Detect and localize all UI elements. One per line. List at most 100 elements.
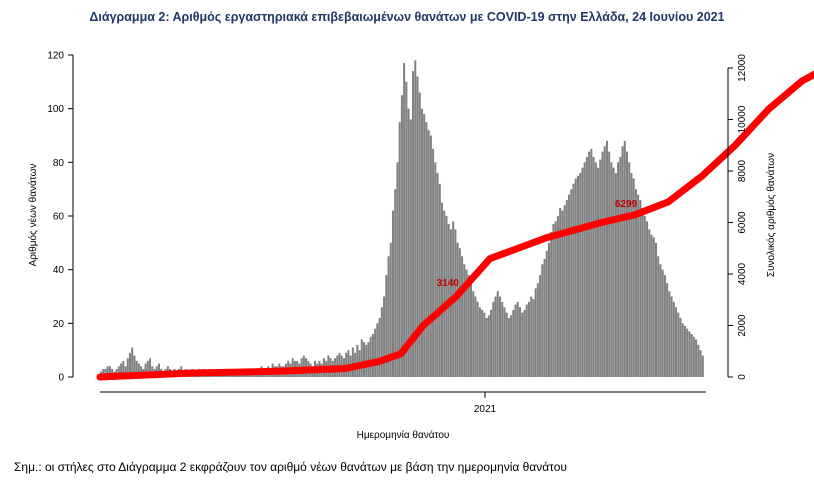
footnote: Σημ.: οι στήλες στο Διάγραμμα 2 εκφράζου… — [14, 460, 567, 474]
daily-bar — [681, 323, 684, 377]
daily-bar — [630, 173, 633, 377]
daily-bar — [565, 199, 568, 377]
daily-bar — [157, 363, 160, 377]
daily-bar — [416, 76, 419, 377]
daily-bar — [601, 151, 604, 377]
daily-bar — [677, 312, 680, 377]
daily-bar — [391, 210, 394, 377]
daily-bar — [122, 360, 125, 377]
daily-bar — [498, 296, 501, 377]
daily-bar — [104, 368, 107, 377]
right-y-tick-label: 2000 — [737, 314, 748, 337]
daily-bar — [545, 250, 548, 377]
daily-bar — [414, 60, 417, 378]
daily-bar — [605, 140, 608, 377]
right-y-tick-label: 6000 — [737, 211, 748, 234]
daily-bar — [516, 301, 519, 377]
daily-bar — [614, 173, 617, 377]
daily-bar — [583, 162, 586, 377]
daily-bar — [699, 350, 702, 377]
daily-bar — [128, 352, 131, 377]
daily-bar — [302, 355, 305, 377]
daily-bar — [461, 256, 464, 377]
daily-bar — [559, 207, 562, 377]
daily-bar — [106, 366, 109, 377]
daily-bar — [456, 242, 459, 377]
daily-bar — [117, 366, 120, 377]
daily-bar — [425, 122, 428, 377]
left-y-tick-label: 80 — [53, 158, 65, 169]
daily-bar — [603, 146, 606, 377]
daily-bar — [519, 307, 522, 377]
daily-bar — [378, 317, 381, 377]
daily-bar — [641, 207, 644, 377]
daily-bar — [523, 309, 526, 377]
axes: 0 20 40 60 80 100 120 0 2000 4000 6000 8000 10000 120… — [27, 51, 777, 442]
daily-bar — [619, 156, 622, 377]
daily-bar — [572, 183, 575, 377]
daily-bar — [585, 156, 588, 377]
daily-bar — [530, 296, 533, 377]
cumulative-deaths-line-layer — [96, 70, 814, 381]
daily-bar — [503, 307, 506, 377]
daily-bar — [403, 63, 406, 378]
daily-bar — [695, 339, 698, 377]
daily-bar — [102, 368, 105, 377]
daily-bar — [679, 317, 682, 377]
daily-bar — [657, 256, 660, 377]
daily-bar — [144, 363, 147, 377]
daily-bar — [371, 334, 374, 377]
daily-bar — [338, 352, 341, 377]
daily-bar — [547, 242, 551, 377]
daily-bar — [380, 307, 383, 377]
annotation-labels: 3140629912613 — [437, 199, 638, 289]
daily-bar — [697, 344, 700, 377]
daily-bar — [617, 162, 620, 377]
daily-deaths-bars — [100, 60, 704, 378]
daily-bar — [692, 336, 695, 377]
right-y-tick-label: 12000 — [737, 54, 748, 82]
cumulative-deaths-line — [96, 70, 814, 381]
y-axis-title: Αριθμός νέων θανάτων — [27, 164, 39, 267]
left-y-tick-label: 60 — [53, 212, 65, 223]
daily-bar — [385, 275, 388, 377]
daily-bar — [351, 347, 354, 377]
daily-bar — [639, 199, 642, 377]
y2-axis-title: Συνολικός αριθμός θανάτων — [765, 153, 777, 277]
daily-bar — [650, 234, 653, 377]
daily-bar — [570, 189, 573, 377]
daily-bar — [478, 307, 481, 377]
daily-bar — [543, 258, 546, 377]
daily-bar — [126, 358, 129, 377]
daily-bar — [432, 148, 435, 377]
daily-bar — [487, 315, 490, 377]
daily-bar — [686, 328, 689, 377]
daily-bar — [648, 229, 651, 377]
daily-bar — [374, 328, 377, 377]
daily-bar — [465, 269, 468, 377]
daily-bar — [423, 114, 426, 377]
cumulative-label: 6299 — [615, 199, 638, 210]
daily-bar — [496, 291, 499, 377]
daily-bar — [634, 189, 637, 377]
daily-bar — [124, 366, 127, 377]
daily-bar — [554, 221, 557, 377]
daily-bar — [621, 146, 624, 377]
daily-bar — [409, 119, 412, 378]
daily-bar — [418, 92, 421, 377]
x-tick-label: 2021 — [474, 404, 497, 415]
daily-bar — [108, 366, 111, 377]
daily-bar — [628, 162, 631, 377]
daily-bar — [588, 151, 591, 377]
daily-bar — [438, 183, 441, 377]
daily-bar — [476, 301, 479, 377]
daily-bar — [347, 350, 350, 377]
daily-bar — [539, 275, 542, 377]
daily-bar — [688, 331, 691, 377]
daily-bar — [574, 178, 577, 377]
daily-bar — [356, 344, 359, 377]
daily-bar — [369, 336, 372, 377]
daily-bar — [625, 151, 629, 377]
left-y-tick-label: 20 — [53, 319, 65, 330]
